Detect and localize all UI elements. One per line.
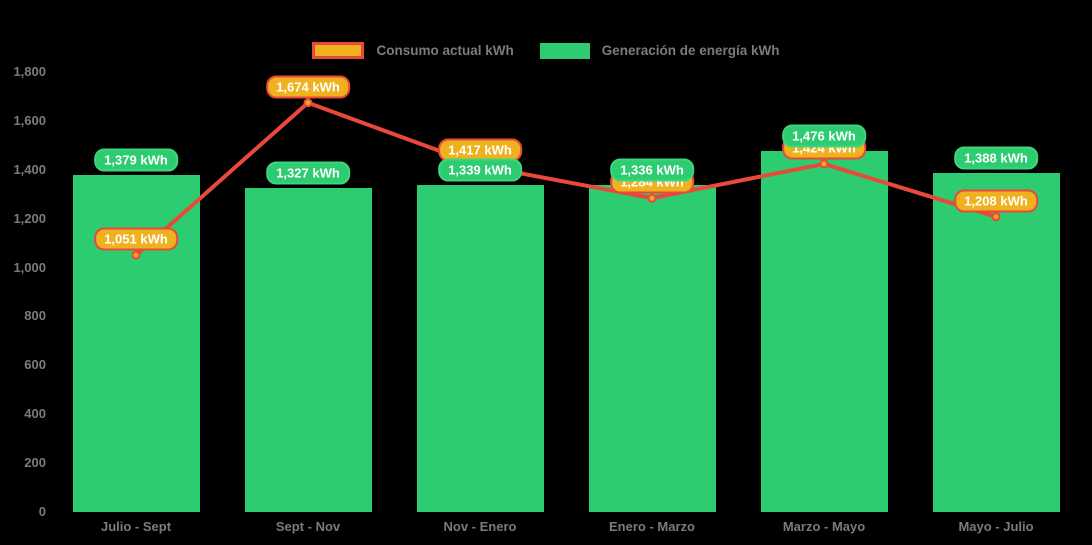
x-axis-label: Sept - Nov xyxy=(275,519,341,534)
bar-value-label: 1,388 kWh xyxy=(954,146,1038,170)
bar-generacion[interactable] xyxy=(416,184,544,512)
y-axis-tick-label: 1,000 xyxy=(13,259,46,275)
legend-item-generacion[interactable]: Generación de energía kWh xyxy=(539,42,780,59)
legend-swatch-consumo xyxy=(312,42,365,59)
y-axis-tick-label: 400 xyxy=(24,406,46,422)
line-value-label: 1,051 kWh xyxy=(94,227,178,251)
x-axis-label: Mayo - Julio xyxy=(958,519,1034,534)
bar-value-label: 1,327 kWh xyxy=(266,161,350,185)
bar-value-label: 1,336 kWh xyxy=(610,158,694,182)
y-axis-tick-label: 200 xyxy=(24,455,46,471)
x-axis-label: Marzo - Mayo xyxy=(782,519,866,534)
y-axis-tick-label: 0 xyxy=(38,504,46,519)
chart-legend: Consumo actual kWh Generación de energía… xyxy=(0,42,1092,59)
legend-swatch-generacion xyxy=(539,42,590,59)
line-value-label: 1,674 kWh xyxy=(266,75,350,99)
bar-generacion[interactable] xyxy=(588,185,716,512)
bar-generacion[interactable] xyxy=(72,174,200,512)
y-axis-tick-label: 600 xyxy=(24,357,46,373)
legend-label-consumo: Consumo actual kWh xyxy=(376,43,514,58)
y-axis-tick-label: 1,400 xyxy=(13,161,46,177)
consumo-point[interactable] xyxy=(303,98,313,108)
line-value-label: 1,208 kWh xyxy=(954,189,1038,213)
x-axis-label: Enero - Marzo xyxy=(609,519,695,534)
bar-value-label: 1,476 kWh xyxy=(782,124,866,148)
x-axis-label: Nov - Enero xyxy=(443,519,517,534)
y-axis-tick-label: 800 xyxy=(24,308,46,324)
legend-item-consumo[interactable]: Consumo actual kWh xyxy=(312,42,514,59)
bar-generacion[interactable] xyxy=(244,187,372,512)
bar-value-label: 1,339 kWh xyxy=(438,158,522,182)
bar-value-label: 1,379 kWh xyxy=(94,148,178,172)
bar-generacion[interactable] xyxy=(760,151,888,512)
bar-generacion[interactable] xyxy=(932,172,1060,512)
y-axis-tick-label: 1,200 xyxy=(13,210,46,226)
y-axis-tick-label: 1,600 xyxy=(13,112,46,128)
x-axis-label: Julio - Sept xyxy=(100,519,172,534)
y-axis-tick-label: 1,800 xyxy=(13,64,46,79)
legend-label-generacion: Generación de energía kWh xyxy=(601,43,780,58)
